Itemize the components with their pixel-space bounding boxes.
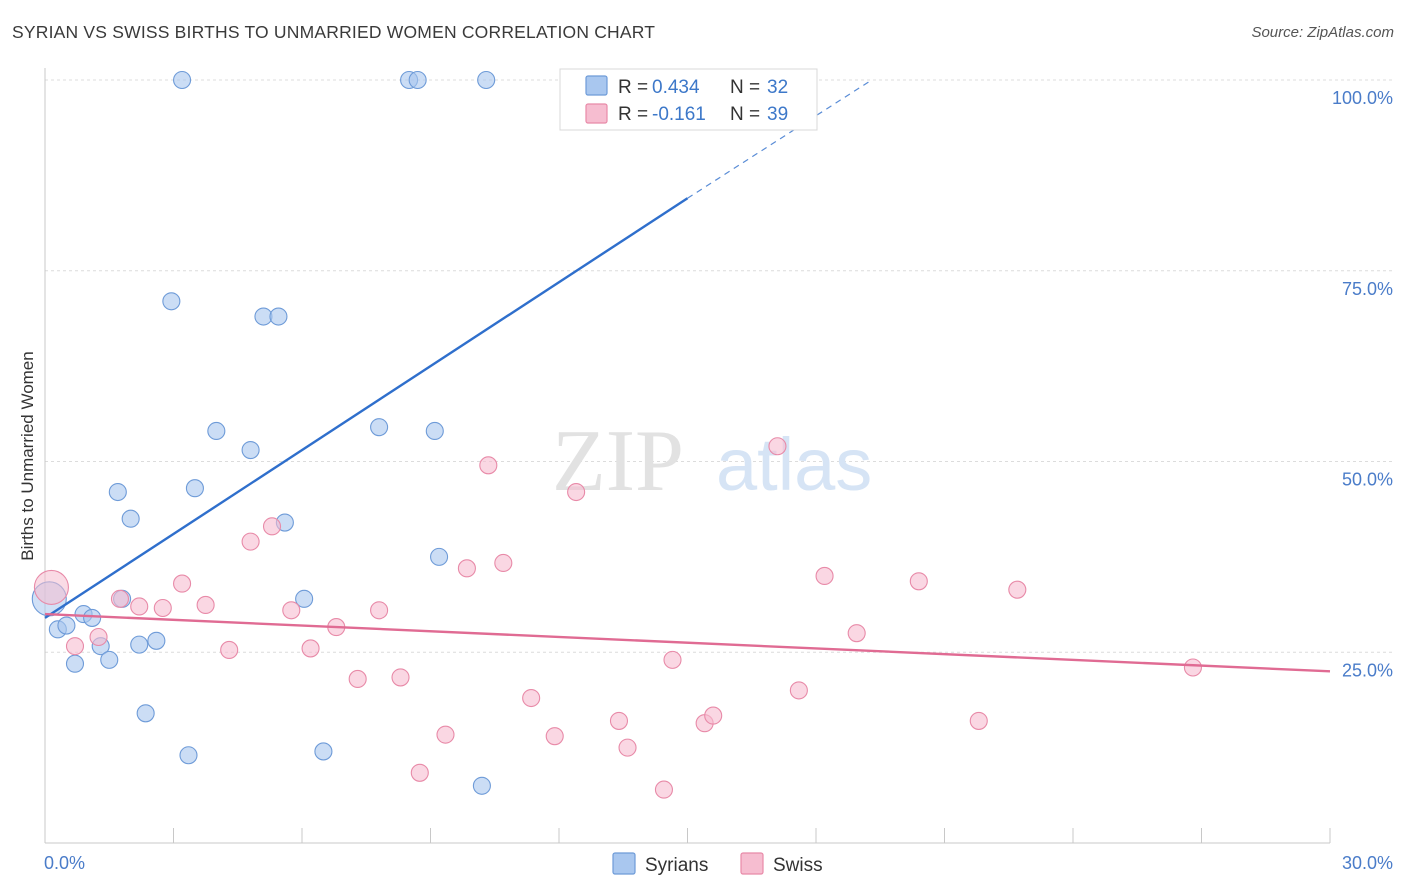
trend-line-extension-syrians — [687, 79, 873, 199]
point-swiss-31 — [768, 437, 787, 456]
legend-n-label-syrians: N = — [730, 77, 765, 98]
point-syrians-12 — [136, 704, 155, 723]
series-legend-swatch-swiss — [740, 852, 764, 875]
legend-r-label-syrians: R = — [618, 77, 653, 98]
point-syrians-16 — [179, 746, 198, 765]
trend-lines — [44, 79, 1331, 673]
point-swiss-15 — [370, 601, 389, 620]
point-swiss-22 — [522, 688, 541, 708]
point-syrians-27 — [408, 70, 427, 90]
x-ticks — [44, 828, 1331, 843]
point-syrians-24 — [314, 742, 333, 761]
point-swiss-26 — [618, 738, 637, 757]
point-syrians-29 — [430, 547, 449, 566]
point-syrians-31 — [477, 70, 496, 90]
point-swiss-10 — [262, 517, 282, 536]
legend-r-value-syrians: 0.434 — [652, 77, 700, 98]
legend-n-value-swiss: 39 — [767, 104, 788, 125]
point-syrians-8 — [108, 482, 127, 502]
point-swiss-7 — [196, 595, 215, 614]
point-swiss-35 — [909, 572, 928, 591]
point-syrians-13 — [147, 631, 166, 650]
point-syrians-7 — [100, 650, 119, 669]
point-syrians-5 — [83, 608, 102, 627]
point-swiss-28 — [663, 650, 682, 669]
point-syrians-14 — [162, 292, 181, 311]
y-tick-label-50: 50.0% — [1342, 470, 1393, 490]
point-syrians-2 — [57, 616, 76, 635]
point-syrians-25 — [370, 418, 389, 437]
point-swiss-33 — [815, 566, 834, 586]
point-syrians-30 — [472, 776, 491, 795]
point-syrians-19 — [241, 441, 260, 460]
point-syrians-10 — [121, 509, 140, 528]
legend-swatch-syrians — [585, 75, 608, 96]
point-swiss-38 — [1183, 658, 1202, 677]
point-swiss-36 — [969, 711, 988, 730]
point-swiss-11 — [282, 601, 301, 620]
point-swiss-16 — [391, 668, 410, 687]
y-tick-label-75: 75.0% — [1342, 279, 1393, 299]
series-legend-label-syrians: Syrians — [645, 855, 708, 876]
point-swiss-3 — [110, 589, 130, 608]
point-swiss-9 — [241, 532, 260, 551]
point-swiss-12 — [301, 639, 320, 658]
point-swiss-18 — [436, 725, 455, 744]
point-swiss-21 — [494, 553, 513, 573]
y-tick-label-100: 100.0% — [1332, 88, 1393, 108]
point-swiss-24 — [567, 482, 586, 502]
point-swiss-27 — [654, 780, 673, 799]
point-swiss-14 — [348, 669, 367, 689]
legend-n-value-syrians: 32 — [767, 77, 788, 98]
point-syrians-21 — [269, 307, 288, 326]
point-swiss-25 — [609, 711, 629, 730]
point-syrians-3 — [65, 654, 85, 673]
point-swiss-23 — [545, 727, 564, 746]
y-tick-label-25: 25.0% — [1342, 660, 1393, 680]
series-legend-label-swiss: Swiss — [773, 855, 823, 876]
point-swiss-34 — [847, 624, 866, 643]
chart-title: SYRIAN VS SWISS BIRTHS TO UNMARRIED WOME… — [12, 22, 656, 42]
gridlines — [45, 79, 1394, 653]
x-tick-label-min: 0.0% — [44, 853, 85, 873]
y-tick-labels: 25.0% 50.0% 75.0% 100.0% — [1332, 88, 1393, 680]
point-swiss-32 — [789, 681, 808, 700]
watermark-atlas: atlas — [716, 423, 872, 506]
point-swiss-20 — [479, 456, 498, 475]
point-syrians-28 — [425, 421, 444, 441]
chart-source: Source: ZipAtlas.com — [1251, 24, 1394, 41]
point-swiss-30 — [704, 706, 723, 725]
y-axis-label: Births to Unmarried Women — [18, 351, 37, 560]
point-swiss-2 — [89, 627, 108, 647]
trend-line-swiss — [44, 612, 1331, 673]
x-tick-label-max: 30.0% — [1342, 853, 1393, 873]
point-syrians-11 — [130, 635, 149, 654]
legend-r-value-swiss: -0.161 — [652, 104, 706, 125]
point-syrians-18 — [207, 421, 226, 441]
point-swiss-37 — [1008, 580, 1027, 599]
point-swiss-5 — [153, 598, 172, 618]
legend-r-label-swiss: R = — [618, 104, 653, 125]
series-legend-swatch-syrians — [612, 852, 636, 875]
point-syrians-17 — [185, 479, 204, 498]
point-syrians-15 — [173, 70, 192, 90]
legend-n-label-swiss: N = — [730, 104, 765, 125]
data-points — [31, 70, 1202, 799]
point-swiss-17 — [410, 763, 429, 782]
point-swiss-4 — [130, 597, 149, 616]
point-swiss-0 — [33, 569, 69, 605]
correlation-legend: R = 0.434 N = 32 R = -0.161 N = 39 — [559, 68, 818, 131]
point-swiss-6 — [173, 574, 192, 593]
point-swiss-8 — [220, 640, 239, 660]
trend-line-syrians — [44, 197, 689, 619]
series-legend: Syrians Swiss — [612, 852, 823, 876]
legend-swatch-swiss — [585, 103, 608, 124]
point-swiss-1 — [65, 637, 85, 656]
point-swiss-19 — [457, 559, 476, 578]
point-syrians-23 — [295, 589, 314, 608]
